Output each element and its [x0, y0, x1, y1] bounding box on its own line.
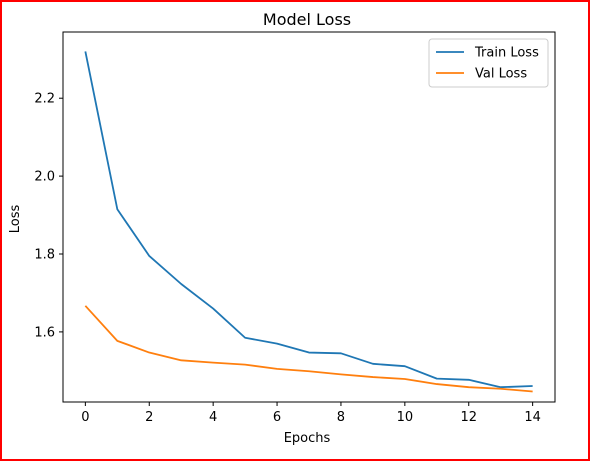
x-tick-label: 10 — [397, 410, 414, 425]
y-axis: 1.6 1.8 2.0 2.2 — [34, 92, 63, 340]
series-line-train-loss — [84, 51, 533, 389]
legend-label: Train Loss — [474, 46, 539, 61]
chart-title: Model Loss — [263, 10, 351, 29]
y-axis-label: Loss — [8, 205, 23, 234]
x-axis: 0 2 4 6 8 10 12 14 — [81, 402, 541, 425]
x-tick-label: 4 — [209, 410, 217, 425]
x-tick-label: 2 — [145, 410, 153, 425]
x-tick-label: 0 — [81, 410, 89, 425]
y-tick-label: 1.8 — [34, 248, 55, 263]
x-tick-label: 8 — [337, 410, 345, 425]
x-tick-label: 6 — [273, 410, 281, 425]
plot-area — [62, 31, 556, 403]
series-line-val-loss — [84, 305, 533, 393]
y-tick-label: 2.0 — [34, 170, 55, 185]
x-axis-label: Epochs — [284, 431, 331, 446]
series-layer — [84, 51, 533, 393]
x-tick-label: 14 — [524, 410, 541, 425]
legend-label: Val Loss — [475, 67, 527, 82]
legend: Train Loss Val Loss — [428, 38, 549, 88]
legend-box — [428, 38, 549, 88]
y-tick-label: 1.6 — [34, 325, 55, 340]
y-tick-label: 2.2 — [34, 92, 55, 107]
x-tick-label: 12 — [460, 410, 477, 425]
